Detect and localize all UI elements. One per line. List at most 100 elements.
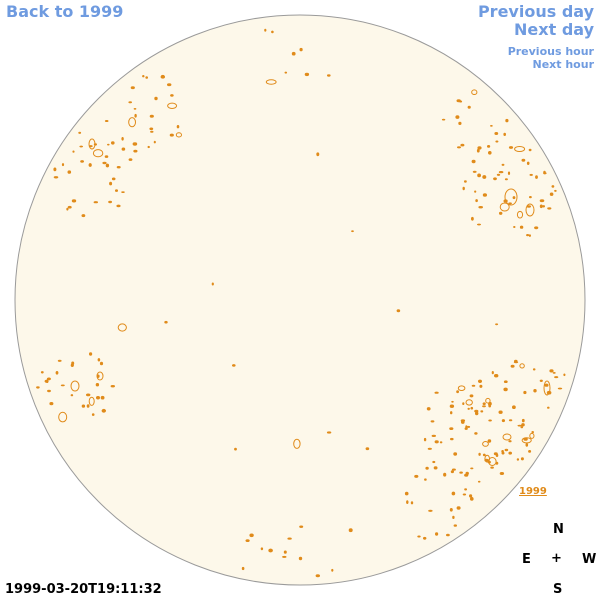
contour-mark [477,379,482,383]
contour-mark [453,452,458,456]
contour-mark [435,532,439,536]
previous-hour-link[interactable]: Previous hour [507,45,594,58]
contour-mark [485,397,491,404]
contour-mark [414,474,419,478]
contour-mark [175,132,182,138]
contour-mark [471,89,478,95]
contour-mark [432,460,436,464]
next-day-link[interactable]: Next day [514,20,594,39]
contour-mark [142,74,145,78]
contour-mark [467,407,470,410]
contour-mark [331,568,334,572]
contour-mark [293,438,301,449]
contour-mark [456,146,461,149]
contour-mark [547,207,552,210]
contour-mark [107,143,110,146]
contour-mark [456,390,460,394]
contour-mark [477,146,482,150]
contour-mark [519,363,525,369]
back-to-year-link[interactable]: Back to 1999 [6,2,124,21]
contour-mark [149,114,154,118]
contour-mark [426,407,431,411]
contour-mark [476,223,481,226]
contour-mark [298,556,303,561]
contour-mark [521,158,526,162]
contour-mark [88,396,95,406]
contour-mark [86,404,90,408]
contour-mark [450,470,455,474]
contour-mark [245,539,250,543]
contour-mark [504,178,508,181]
contour-mark [93,201,99,204]
contour-mark [508,440,512,443]
contour-mark [170,94,174,97]
contour-mark [549,192,554,196]
contour-mark [514,146,526,152]
contour-mark [521,437,532,444]
contour-mark [128,101,132,104]
contour-mark [134,113,137,118]
contour-ring [502,433,512,441]
contour-mark [480,410,484,413]
contour-mark [287,537,292,540]
contour-mark [490,466,494,469]
contour-mark [284,71,288,74]
contour-mark [116,166,121,169]
contour-mark [348,528,353,533]
contour-mark [482,441,489,447]
contour-mark [130,86,135,90]
contour-mark [467,105,471,109]
contour-mark [526,234,530,237]
contour-mark [528,148,532,152]
contour-mark [121,191,125,194]
contour-mark [169,133,174,137]
contour-mark [451,400,454,403]
contour-mark [417,535,421,538]
contour-mark [523,390,527,395]
contour-mark [111,177,116,181]
contour-mark [249,533,254,538]
contour-mark [516,458,520,461]
contour-mark [81,404,86,408]
contour-mark [58,411,68,423]
contour-mark [241,566,245,571]
contour-mark [554,376,559,379]
contour-mark [482,453,486,457]
contour-mark [474,190,477,193]
contour-mark [111,141,115,145]
contour-mark [533,389,537,393]
contour-mark [508,146,514,149]
contour-mark [128,158,133,161]
contour-mark [67,170,72,174]
contour-ring [88,138,96,150]
contour-mark [116,204,121,208]
contour-mark [507,171,511,175]
contour-mark [428,509,433,512]
contour-mark [234,447,237,451]
contour-mark [431,434,436,438]
year-link[interactable]: 1999 [519,486,547,497]
contour-mark [434,440,439,444]
contour-mark [539,379,543,382]
contour-mark [501,419,506,423]
previous-day-link[interactable]: Previous day [477,2,594,21]
contour-mark [477,480,481,483]
contour-mark [53,167,57,172]
contour-mark [465,425,468,429]
contour-mark [299,525,304,528]
contour-mark [494,132,499,136]
contour-mark [434,391,439,394]
contour-mark [487,151,492,155]
contour-mark [551,185,555,188]
next-hour-link[interactable]: Next hour [532,58,595,71]
contour-mark [503,380,508,384]
contour-mark [40,371,44,374]
contour-mark [487,439,492,443]
contour-mark [456,99,461,103]
contour-mark [465,399,473,406]
contour-mark [439,441,443,444]
contour-mark [117,323,127,332]
contour-ring [70,380,80,392]
contour-mark [458,121,462,125]
contour-mark [445,533,450,537]
